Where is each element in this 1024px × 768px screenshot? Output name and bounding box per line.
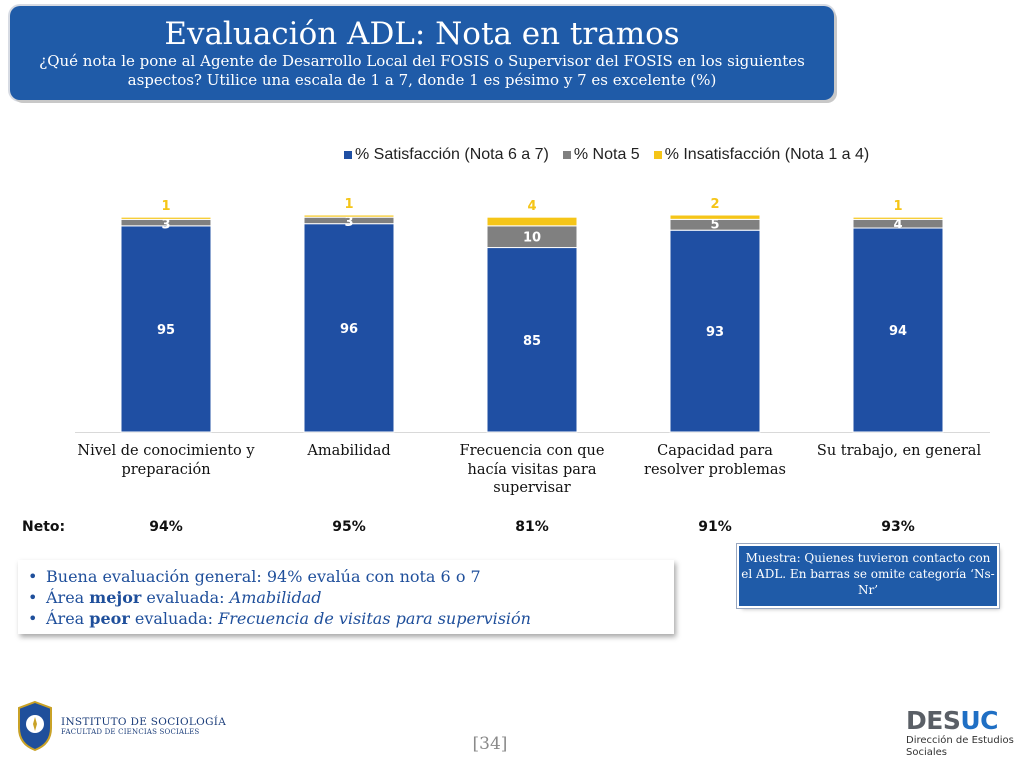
- sample-note: Muestra: Quienes tuvieron contacto con e…: [739, 546, 997, 606]
- bar-segment-insatisfaccion: [669, 214, 761, 220]
- category-label-trabajo: Su trabajo, en general: [816, 443, 982, 459]
- legend-swatch-insatisfaccion: [653, 151, 662, 159]
- data-label: 10: [523, 231, 541, 246]
- data-label: 1: [893, 199, 902, 214]
- page-subtitle: ¿Qué nota le pone al Agente de Desarroll…: [39, 52, 805, 89]
- bar-segment-insatisfaccion: [303, 214, 395, 218]
- data-label: 1: [344, 197, 353, 212]
- bar-segment-insatisfaccion: [120, 216, 212, 220]
- desuc-logo-des: DES: [906, 706, 961, 735]
- bar-segment-insatisfaccion: [852, 216, 944, 220]
- legend-item-satisfaccion: % Satisfacción (Nota 6 a 7): [344, 146, 549, 164]
- bar-segment-insatisfaccion: [486, 216, 578, 227]
- desuc-logo: DESUC Dirección de Estudios Sociales: [906, 706, 1014, 759]
- data-label: 93: [706, 325, 724, 340]
- chart-legend: % Satisfacción (Nota 6 a 7) % Nota 5 % I…: [344, 146, 869, 164]
- neto-value: 95%: [332, 519, 366, 535]
- data-label: 4: [893, 217, 902, 232]
- legend-label-nota5: % Nota 5: [573, 146, 640, 163]
- category-label-conocimiento: Nivel de conocimiento y preparación: [77, 443, 255, 478]
- bar-segment-satisfaccion: [120, 225, 212, 433]
- neto-value: 93%: [881, 519, 915, 535]
- page-title: Evaluación ADL: Nota en tramos: [164, 16, 680, 52]
- data-label: 94: [889, 324, 907, 339]
- institute-logo: INSTITUTO DE SOCIOLOGÍA FACULTAD DE CIEN…: [15, 700, 226, 752]
- bar-segment-satisfaccion: [669, 229, 761, 433]
- data-label: 1: [161, 199, 170, 214]
- legend-label-insatisfaccion: % Insatisfacción (Nota 1 a 4): [664, 146, 870, 163]
- neto-value: 94%: [149, 519, 183, 535]
- data-label: 3: [344, 215, 353, 230]
- desuc-subtitle-2: Sociales: [906, 747, 948, 758]
- institute-name: INSTITUTO DE SOCIOLOGÍA: [61, 716, 227, 728]
- legend-label-satisfaccion: % Satisfacción (Nota 6 a 7): [355, 146, 549, 163]
- category-label-amabilidad: Amabilidad: [307, 443, 391, 459]
- faculty-name: FACULTAD DE CIENCIAS SOCIALES: [61, 728, 200, 736]
- legend-item-insatisfaccion: % Insatisfacción (Nota 1 a 4): [653, 146, 870, 164]
- summary-item: Área mejor evaluada: Amabilidad: [28, 587, 674, 608]
- data-label: 96: [340, 322, 358, 337]
- summary-item: Área peor evaluada: Frecuencia de visita…: [28, 608, 674, 629]
- legend-swatch-nota5: [562, 151, 571, 159]
- summary-item: Buena evaluación general: 94% evalúa con…: [28, 566, 674, 587]
- legend-item-nota5: % Nota 5: [562, 146, 640, 164]
- bar-segment-satisfaccion: [486, 247, 578, 433]
- data-label: 95: [157, 323, 175, 338]
- legend-swatch-satisfaccion: [344, 151, 352, 159]
- bar-segment-satisfaccion: [852, 227, 944, 433]
- data-label: 5: [710, 217, 719, 232]
- summary-box: Buena evaluación general: 94% evalúa con…: [18, 560, 674, 634]
- desuc-logo-uc: UC: [960, 706, 998, 735]
- data-label: 4: [527, 199, 536, 214]
- desuc-subtitle-1: Dirección de Estudios: [906, 735, 1014, 746]
- data-label: 2: [710, 197, 719, 212]
- page-number: [34]: [472, 734, 508, 754]
- bar-segment-satisfaccion: [303, 223, 395, 433]
- category-label-frecuencia: Frecuencia con que hacía visitas para su…: [459, 443, 605, 496]
- neto-label: Neto:: [22, 519, 66, 535]
- data-label: 3: [161, 217, 170, 232]
- data-label: 85: [523, 334, 541, 349]
- category-label-capacidad: Capacidad para resolver problemas: [644, 443, 786, 478]
- crest-icon: [18, 700, 52, 752]
- neto-value: 91%: [698, 519, 732, 535]
- title-banner: Evaluación ADL: Nota en tramos ¿Qué nota…: [10, 6, 834, 100]
- neto-value: 81%: [515, 519, 549, 535]
